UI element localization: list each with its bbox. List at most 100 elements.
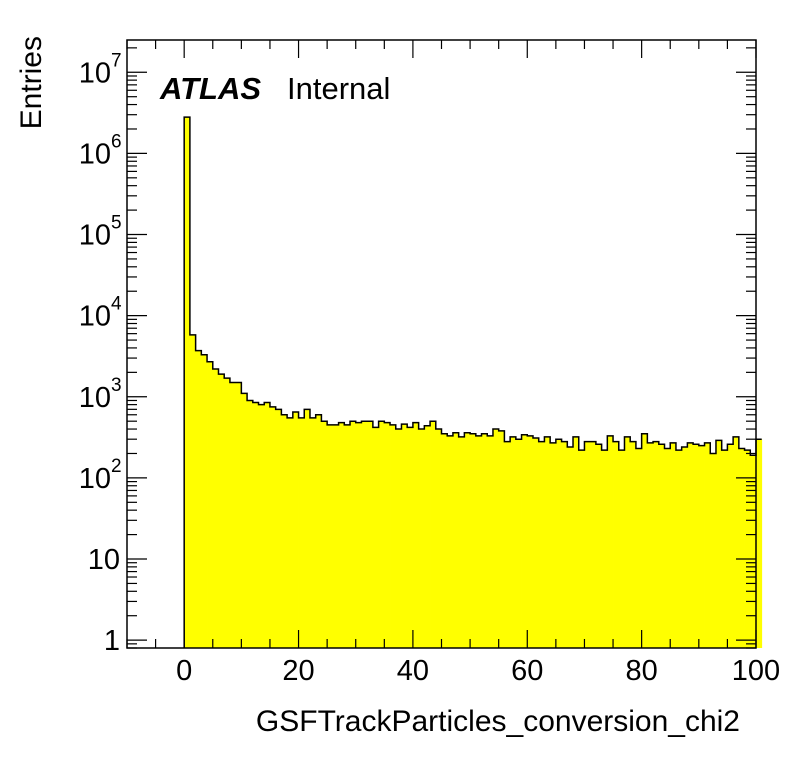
histogram-bar <box>424 425 431 648</box>
histogram-bar <box>298 417 305 648</box>
histogram-bar <box>235 382 242 648</box>
histogram-bar <box>247 400 254 648</box>
y-tick-label-exponent: 5 <box>111 213 122 234</box>
histogram-bar <box>704 442 711 648</box>
histogram-bar <box>521 434 528 648</box>
histogram-bar <box>470 433 477 648</box>
histogram-bar <box>630 441 637 648</box>
histogram-bar <box>258 404 265 648</box>
histogram-bar <box>715 440 723 648</box>
y-tick-label: 10 5 <box>79 213 122 252</box>
y-tick-label: 10 6 <box>79 131 122 170</box>
histogram-bar <box>321 421 328 648</box>
histogram-bar <box>452 432 460 648</box>
histogram-bar <box>475 435 482 648</box>
histogram-bar <box>207 361 214 648</box>
histogram-bar <box>384 422 391 648</box>
y-axis-title: Entries <box>15 36 48 129</box>
histogram-bar <box>750 455 757 648</box>
histogram-bar <box>212 368 219 648</box>
histogram-bar <box>435 429 442 648</box>
histogram-bar <box>624 436 631 648</box>
histogram-bar <box>241 393 248 648</box>
y-tick-label: 1 <box>104 625 120 657</box>
histogram-bar <box>693 444 700 648</box>
histogram-bar <box>264 402 271 648</box>
y-tick-label-base: 10 <box>79 220 111 252</box>
histogram-bar <box>195 350 202 648</box>
y-tick-label: 10 <box>88 544 120 576</box>
histogram-bar <box>590 441 597 648</box>
histogram-bar <box>578 450 585 648</box>
histogram-bar <box>281 414 288 648</box>
x-tick-label: 40 <box>397 655 429 687</box>
histogram-bar <box>407 427 414 648</box>
y-tick-label-base: 10 <box>79 301 111 333</box>
histogram-bar <box>378 421 385 648</box>
histogram-bar <box>327 424 334 648</box>
histogram-bar <box>647 442 654 648</box>
histogram-bar <box>269 406 277 648</box>
histogram-bar <box>498 430 505 648</box>
histogram-bar <box>744 450 751 648</box>
histogram-bar <box>304 409 311 648</box>
histogram-bar <box>481 433 488 648</box>
x-tick-label: 60 <box>511 655 543 687</box>
histogram-bar <box>738 448 745 648</box>
histogram-bar <box>550 442 557 648</box>
histogram-bar <box>184 117 191 648</box>
histogram-bar <box>733 436 740 648</box>
y-tick-label-base: 10 <box>79 463 111 495</box>
histogram-bar <box>224 378 231 648</box>
x-tick-label: 20 <box>282 655 314 687</box>
histogram-bar <box>287 417 294 648</box>
histogram-bar <box>687 442 694 648</box>
x-axis-title: GSFTrackParticles_conversion_chi2 <box>256 705 740 738</box>
histogram-bar <box>681 447 688 648</box>
y-tick-label: 10 3 <box>79 375 122 414</box>
y-tick-label-exponent: 7 <box>111 50 122 71</box>
histogram-bar <box>573 436 580 648</box>
histogram-bar <box>561 441 568 648</box>
histogram-bar <box>675 450 683 648</box>
histogram-bar <box>595 444 603 648</box>
y-tick-label-exponent: 4 <box>111 294 122 315</box>
histogram-bar <box>201 354 208 648</box>
histogram-bar <box>664 448 671 648</box>
y-tick-label-base: 10 <box>79 382 111 414</box>
atlas-label: ATLAS <box>159 71 261 106</box>
histogram-bar <box>229 382 237 648</box>
y-tick-label-exponent: 3 <box>111 375 122 396</box>
histogram-bar <box>218 374 225 648</box>
y-tick-label-base: 1 <box>104 625 120 657</box>
histogram-bar <box>567 447 574 648</box>
histogram-bar <box>584 441 591 648</box>
histogram-bar <box>756 439 763 648</box>
x-tick-labels: 0 20 40 60 80 100 <box>176 655 780 687</box>
histogram-bar <box>395 429 402 648</box>
histogram-outline <box>183 116 762 648</box>
y-tick-label-base: 10 <box>88 544 120 576</box>
histogram-bar <box>635 448 643 648</box>
x-tick-label: 80 <box>626 655 658 687</box>
histogram-bar <box>355 422 362 648</box>
histogram-bar <box>721 450 728 648</box>
histogram-bar <box>607 435 614 648</box>
histogram-bar <box>430 421 437 648</box>
y-tick-label-base: 10 <box>79 57 111 89</box>
histogram-bar <box>361 421 368 648</box>
histogram-bar <box>350 421 357 648</box>
histogram-bar <box>613 441 620 648</box>
histogram-bar <box>372 427 379 648</box>
histogram-bar <box>618 450 625 648</box>
histogram-bar <box>532 438 540 648</box>
y-tick-label-base: 10 <box>79 138 111 170</box>
histogram-bar <box>315 414 322 648</box>
histogram-bar <box>658 444 665 648</box>
histogram-bar <box>641 433 648 648</box>
histogram-bars <box>184 117 763 648</box>
histogram-bar <box>698 445 705 648</box>
internal-label: Internal <box>287 71 390 106</box>
